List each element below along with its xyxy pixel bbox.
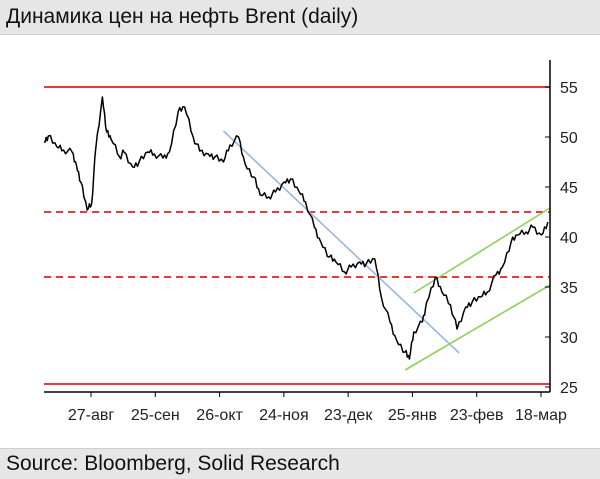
x-tick-label: 25-сен — [131, 407, 180, 424]
trend-lines — [222, 130, 551, 371]
x-tick-label: 27-авг — [68, 407, 115, 424]
x-tick-label: 24-ноя — [259, 407, 309, 424]
price-line — [43, 96, 549, 360]
x-tick-label: 26-окт — [196, 407, 243, 424]
y-tick-label: 45 — [560, 180, 578, 197]
level-lines — [44, 86, 550, 385]
y-tick-label: 55 — [560, 80, 578, 97]
trend-line-downtrend — [222, 130, 460, 354]
x-tick-label: 18-мар — [515, 407, 567, 424]
footer-bar: Source: Bloomberg, Solid Research — [0, 448, 600, 479]
title-bar: Динамика цен на нефть Brent (daily) — [0, 0, 600, 35]
chart-title: Динамика цен на нефть Brent (daily) — [6, 5, 359, 28]
trend-line-channel-lower — [404, 284, 551, 371]
y-tick-label: 40 — [560, 230, 578, 247]
source-note: Source: Bloomberg, Solid Research — [6, 452, 340, 475]
y-tick-label: 30 — [560, 330, 578, 347]
y-tick-label: 25 — [560, 380, 578, 397]
x-tick-label: 23-дек — [324, 407, 373, 424]
x-tick-label: 25-янв — [388, 407, 437, 424]
x-tick-label: 23-фев — [450, 407, 504, 424]
y-tick-label: 35 — [560, 280, 578, 297]
axes: 25 30 35 40 45 50 55 27-авг 25-сен 26-окт 24-ноя 23… — [44, 60, 578, 424]
price-series — [43, 96, 549, 360]
y-tick-label: 50 — [560, 130, 578, 147]
